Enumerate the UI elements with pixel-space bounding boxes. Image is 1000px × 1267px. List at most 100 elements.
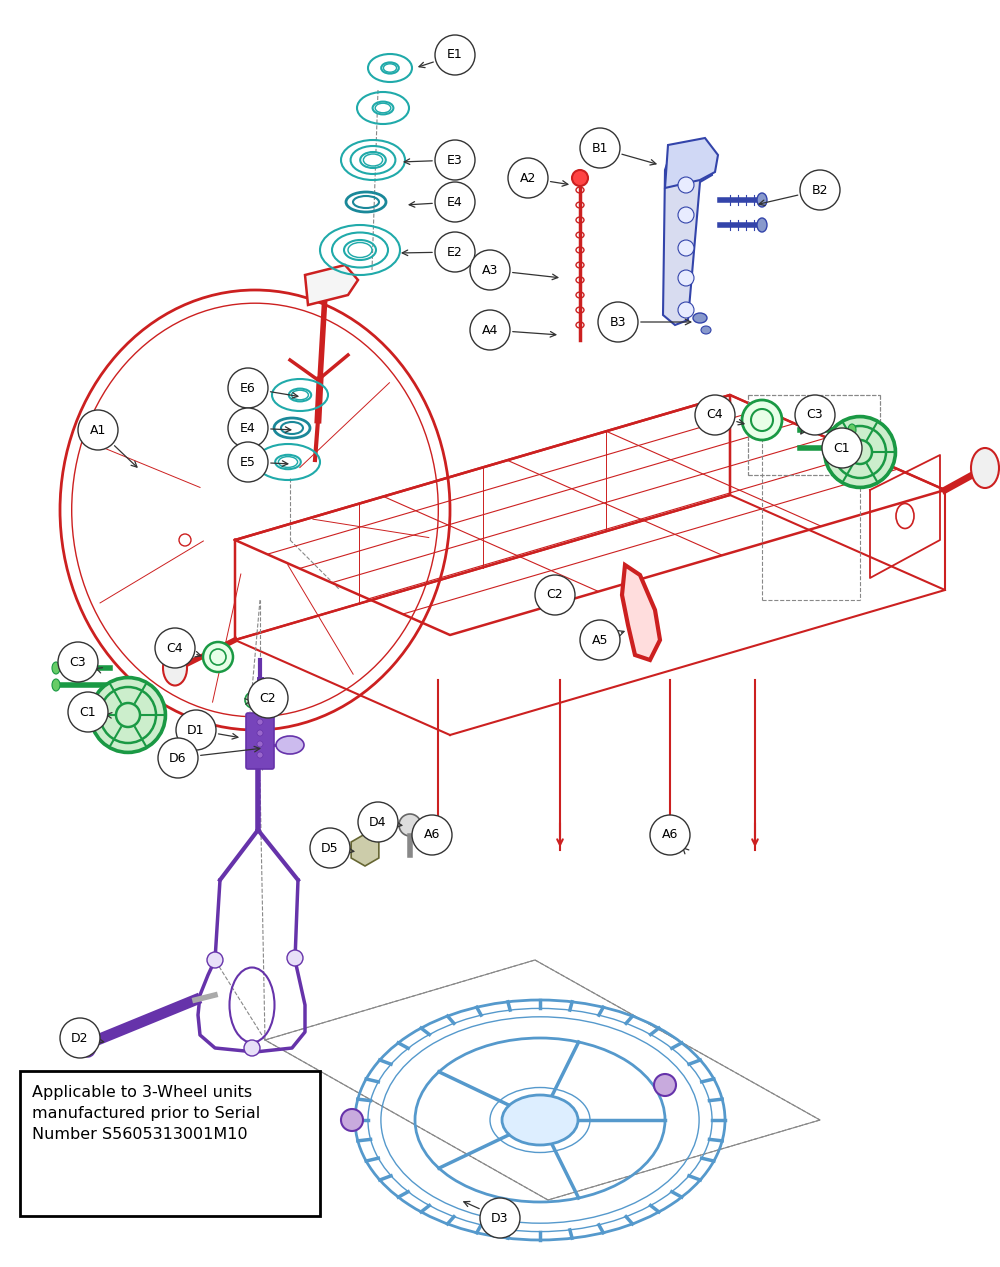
FancyBboxPatch shape: [20, 1071, 320, 1216]
Circle shape: [248, 678, 288, 718]
Ellipse shape: [363, 155, 383, 166]
Ellipse shape: [383, 63, 397, 72]
Circle shape: [508, 158, 548, 198]
Circle shape: [358, 802, 398, 843]
Text: E1: E1: [447, 48, 463, 62]
Ellipse shape: [654, 1074, 676, 1096]
Ellipse shape: [163, 650, 187, 685]
Circle shape: [678, 239, 694, 256]
Text: C1: C1: [834, 441, 850, 455]
Circle shape: [60, 1017, 100, 1058]
Circle shape: [244, 1040, 260, 1055]
Text: E6: E6: [240, 381, 256, 394]
Ellipse shape: [278, 456, 298, 468]
Circle shape: [470, 250, 510, 290]
Text: C4: C4: [167, 641, 183, 655]
Circle shape: [580, 620, 620, 660]
Circle shape: [435, 232, 475, 272]
Circle shape: [435, 182, 475, 222]
Text: D3: D3: [491, 1211, 509, 1224]
Circle shape: [800, 170, 840, 210]
Circle shape: [228, 408, 268, 449]
Circle shape: [480, 1199, 520, 1238]
Ellipse shape: [546, 590, 564, 609]
Ellipse shape: [91, 678, 165, 753]
Polygon shape: [665, 138, 718, 188]
Circle shape: [228, 442, 268, 481]
Text: C1: C1: [80, 706, 96, 718]
Text: D2: D2: [71, 1031, 89, 1044]
Circle shape: [678, 207, 694, 223]
Circle shape: [822, 428, 862, 468]
Circle shape: [158, 737, 198, 778]
Text: C3: C3: [807, 408, 823, 422]
Text: Applicable to 3-Wheel units
manufactured prior to Serial
Number S5605313001M10: Applicable to 3-Wheel units manufactured…: [32, 1085, 260, 1142]
Text: D5: D5: [321, 841, 339, 854]
Ellipse shape: [757, 218, 767, 232]
Ellipse shape: [757, 193, 767, 207]
Circle shape: [580, 128, 620, 169]
Circle shape: [207, 952, 223, 968]
Text: A4: A4: [482, 323, 498, 337]
Circle shape: [435, 35, 475, 75]
Ellipse shape: [742, 400, 782, 440]
Ellipse shape: [375, 103, 391, 113]
Ellipse shape: [348, 242, 372, 257]
Circle shape: [412, 815, 452, 855]
Ellipse shape: [341, 1109, 363, 1131]
Ellipse shape: [825, 417, 895, 487]
Circle shape: [228, 367, 268, 408]
Circle shape: [598, 302, 638, 342]
Text: C4: C4: [707, 408, 723, 422]
Circle shape: [287, 950, 303, 965]
Text: C3: C3: [70, 655, 86, 669]
Text: A2: A2: [520, 171, 536, 185]
Circle shape: [678, 302, 694, 318]
Ellipse shape: [292, 390, 308, 400]
Circle shape: [535, 575, 575, 614]
Ellipse shape: [203, 642, 233, 672]
Circle shape: [795, 395, 835, 435]
Ellipse shape: [848, 424, 856, 436]
Circle shape: [695, 395, 735, 435]
Text: B1: B1: [592, 142, 608, 155]
Circle shape: [176, 710, 216, 750]
Ellipse shape: [399, 813, 421, 836]
Text: A3: A3: [482, 264, 498, 276]
Text: C2: C2: [547, 588, 563, 602]
Ellipse shape: [502, 1095, 578, 1145]
Ellipse shape: [52, 679, 60, 691]
Circle shape: [470, 310, 510, 350]
Ellipse shape: [80, 1035, 96, 1057]
Text: A5: A5: [592, 634, 608, 646]
Text: E4: E4: [240, 422, 256, 435]
FancyBboxPatch shape: [246, 713, 274, 769]
Circle shape: [678, 177, 694, 193]
Ellipse shape: [245, 692, 261, 708]
Circle shape: [678, 270, 694, 286]
Circle shape: [650, 815, 690, 855]
Ellipse shape: [276, 736, 304, 754]
Circle shape: [257, 753, 263, 758]
Text: E3: E3: [447, 153, 463, 166]
Circle shape: [257, 730, 263, 736]
Circle shape: [78, 411, 118, 450]
Text: C2: C2: [260, 692, 276, 704]
Text: E2: E2: [447, 246, 463, 258]
Polygon shape: [622, 565, 660, 660]
Text: D4: D4: [369, 816, 387, 829]
Text: A6: A6: [424, 829, 440, 841]
Polygon shape: [663, 148, 712, 326]
Text: A1: A1: [90, 423, 106, 437]
Text: E4: E4: [447, 195, 463, 209]
Circle shape: [310, 829, 350, 868]
Text: D1: D1: [187, 723, 205, 736]
Text: B3: B3: [610, 315, 626, 328]
Ellipse shape: [971, 449, 999, 488]
Text: D6: D6: [169, 751, 187, 764]
Polygon shape: [351, 834, 379, 867]
Polygon shape: [305, 265, 358, 305]
Text: E5: E5: [240, 456, 256, 469]
Ellipse shape: [701, 326, 711, 334]
Circle shape: [257, 741, 263, 748]
